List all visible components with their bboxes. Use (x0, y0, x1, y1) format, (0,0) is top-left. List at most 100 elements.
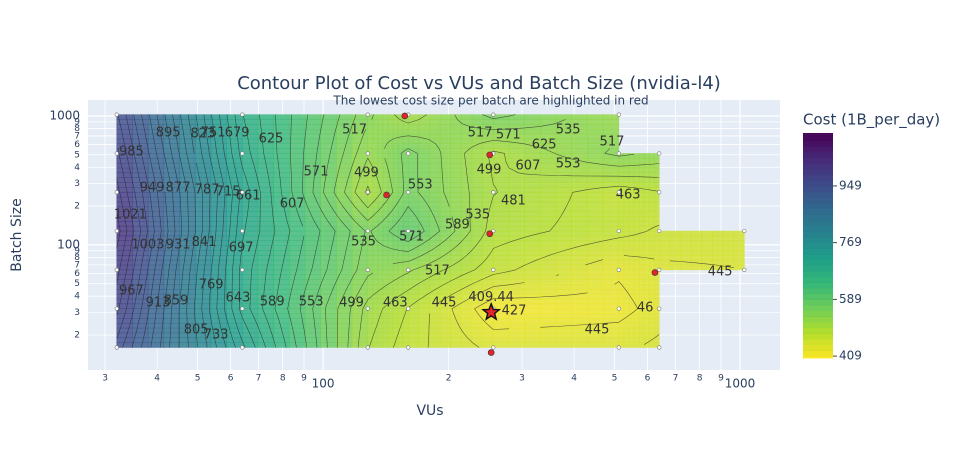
contour-subcell (382, 269, 389, 276)
contour-subcell (304, 279, 322, 285)
contour-subcell (116, 274, 133, 280)
contour-subcell (628, 288, 635, 295)
contour-subcell (147, 250, 165, 256)
contour-lines (116, 114, 734, 348)
contour-subcell (320, 225, 337, 232)
contour-subcell (482, 332, 494, 339)
contour-subcell (241, 157, 259, 164)
contour-subcell (643, 235, 650, 242)
contour-subcell (653, 332, 660, 339)
contour-subcell (602, 303, 620, 309)
contour-subcell (392, 191, 399, 198)
contour-subcell (407, 206, 420, 212)
contour-subcell (132, 288, 149, 295)
contour-subcell (623, 221, 630, 227)
contour-subcell (402, 250, 409, 256)
contour-subcell (210, 162, 227, 169)
contour-subcell (392, 303, 399, 309)
contour-subcell (387, 230, 394, 237)
contour-subcell (336, 337, 353, 343)
contour-subcell (418, 255, 430, 261)
contour-subcell (492, 245, 510, 251)
y-tick-label: 9 (74, 117, 80, 127)
contour-subcell (336, 303, 353, 309)
contour-subcell (450, 172, 462, 178)
contour-line (646, 224, 660, 232)
contour-subcell (450, 230, 462, 237)
contour-subcell (643, 327, 650, 334)
data-point (616, 151, 621, 156)
contour-subcell (116, 133, 133, 140)
contour-subcell (680, 255, 692, 261)
contour-subcell (273, 225, 290, 232)
contour-subcell (241, 279, 259, 285)
contour-subcell (429, 187, 441, 193)
contour-subcell (628, 313, 635, 319)
contour-subcell (524, 250, 541, 256)
contour-subcell (623, 172, 630, 178)
contour-subcell (397, 191, 404, 198)
contour-subcell (387, 119, 394, 125)
contour-subcell (194, 143, 212, 149)
contour-subcell (257, 157, 274, 164)
contour-subcell (257, 206, 274, 212)
contour-subcell (587, 308, 604, 314)
y-tick-label: 9 (74, 246, 80, 256)
contour-subcell (587, 264, 604, 271)
contour-subcell (482, 337, 494, 343)
contour-subcell (241, 211, 259, 217)
contour-cell (618, 308, 660, 348)
contour-label: 535 (556, 122, 581, 137)
contour-subcell (377, 288, 384, 295)
contour-subcell (418, 211, 430, 217)
y-tick-label: 6 (74, 269, 80, 279)
contour-subcell (336, 235, 353, 242)
contour-subcell (289, 177, 306, 183)
contour-subcell (320, 172, 337, 178)
contour-subcell (524, 322, 541, 329)
contour-subcell (336, 274, 353, 280)
contour-subcell (367, 245, 374, 251)
contour-subcell (623, 201, 630, 208)
contour-subcell (623, 298, 630, 305)
contour-subcell (351, 206, 369, 212)
contour-subcell (372, 191, 379, 198)
contour-subcell (602, 264, 620, 271)
contour-subcell (407, 337, 420, 343)
contour-subcell (351, 313, 369, 319)
contour-subcell (382, 177, 389, 183)
contour-subcell (418, 337, 430, 343)
contour-subcell (461, 157, 473, 164)
contour-subcell (648, 245, 655, 251)
contour-subcell (387, 191, 394, 198)
colorbar-band (803, 197, 833, 204)
contour-subcell (508, 148, 525, 154)
contour-subcell (648, 318, 655, 324)
contour-subcell (653, 211, 660, 217)
contour-subcell (653, 196, 660, 203)
contour-subcell (429, 255, 441, 261)
contour-subcell (648, 259, 655, 266)
contour-subcell (643, 162, 650, 169)
contour-subcell (210, 322, 227, 329)
contour-subcell (461, 225, 473, 232)
contour-subcell (461, 230, 473, 237)
contour-subcell (402, 128, 409, 135)
contour-subcell (623, 255, 630, 261)
contour-subcell (633, 259, 640, 266)
y-tick-label: 1000 (49, 108, 80, 122)
contour-subcell (623, 274, 630, 280)
contour-subcell (163, 322, 180, 329)
contour-subcell (273, 322, 290, 329)
contour-subcell (210, 318, 227, 324)
colorbar-band (803, 276, 833, 283)
contour-subcell (633, 240, 640, 246)
contour-label: 1021 (114, 207, 147, 222)
contour-subcell (402, 153, 409, 159)
contour-subcell (524, 187, 541, 193)
contour-subcell (289, 245, 306, 251)
contour-subcell (179, 211, 196, 217)
data-point (114, 112, 119, 117)
y-tick-label: 3 (74, 179, 80, 189)
contour-subcell (210, 187, 227, 193)
